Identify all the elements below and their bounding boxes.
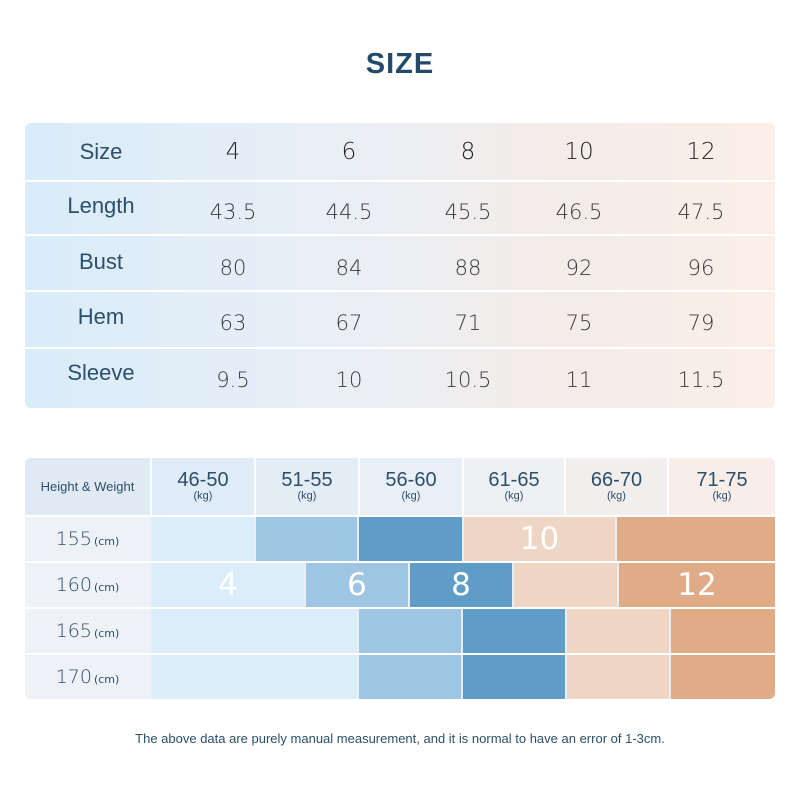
height-row-label: 165 (cm) — [25, 609, 150, 653]
height-row-label: 160 (cm) — [25, 563, 150, 607]
table-cell: 10.5 — [444, 368, 492, 392]
size-band-10 — [567, 655, 669, 699]
height-value: 160 — [55, 574, 92, 596]
size-band-label: 12 — [677, 567, 717, 603]
weight-unit: (kg) — [607, 490, 626, 502]
table-cell: 9.5 — [216, 368, 250, 392]
row-label-hem: Hem — [77, 303, 125, 329]
height-value: 165 — [55, 620, 92, 642]
size-band-8: 8 — [410, 563, 512, 607]
table-cell: 92 — [565, 256, 593, 280]
size-col-6: 6 — [341, 138, 357, 165]
height-row-label: 170 (cm) — [25, 655, 150, 699]
measurement-note: The above data are purely manual measure… — [135, 731, 665, 746]
size-band-8 — [463, 655, 565, 699]
row-label-sleeve: Sleeve — [67, 359, 135, 385]
size-band-label: 8 — [451, 567, 471, 603]
page-title: SIZE — [365, 48, 435, 80]
weight-col-header: 46-50 (kg) — [152, 458, 254, 515]
weight-unit: (kg) — [401, 490, 421, 502]
weight-range: 56-60 — [385, 469, 437, 491]
table-cell: 44.5 — [325, 200, 373, 224]
size-band-8 — [359, 517, 462, 561]
size-band-10: 10 — [464, 517, 615, 561]
size-band-4 — [152, 655, 357, 699]
size-band-12 — [671, 609, 775, 653]
weight-range: 46-50 — [177, 469, 229, 491]
size-band-label: 6 — [347, 567, 367, 603]
size-col-8: 8 — [460, 138, 476, 165]
table-cell: 96 — [687, 256, 715, 280]
size-header-row: Size 4 6 8 10 12 — [25, 123, 775, 180]
size-band-4: 4 — [152, 563, 304, 607]
size-band-6 — [359, 609, 461, 653]
row-label-length: Length — [67, 193, 135, 218]
size-band-4 — [152, 517, 254, 561]
height-weight-corner-label: Height & Weight — [25, 458, 150, 515]
table-cell: 84 — [335, 256, 363, 280]
table-cell: 45.5 — [444, 200, 492, 224]
height-weight-table: Height & Weight 46-50 (kg) 51-55 (kg) 56… — [25, 458, 775, 699]
row-label-bust: Bust — [78, 249, 124, 274]
size-header-label: Size — [79, 138, 123, 164]
table-cell: 46.5 — [555, 200, 603, 224]
table-cell: 79 — [687, 311, 715, 335]
table-cell: 47.5 — [677, 200, 725, 224]
size-band-10 — [514, 563, 617, 607]
table-cell: 11 — [565, 368, 593, 392]
size-col-12: 12 — [686, 138, 716, 165]
size-band-6 — [359, 655, 461, 699]
height-value: 155 — [55, 528, 92, 550]
table-row: Sleeve 9.5 10 10.5 11 11.5 — [25, 347, 775, 408]
size-band-12: 12 — [619, 563, 775, 607]
table-row: Bust 80 84 88 92 96 — [25, 234, 775, 292]
weight-col-header: 71-75 (kg) — [669, 458, 775, 515]
table-cell: 88 — [454, 256, 482, 280]
table-cell: 80 — [219, 256, 247, 280]
height-value: 170 — [55, 666, 92, 688]
weight-col-header: 66-70 (kg) — [566, 458, 667, 515]
size-col-10: 10 — [564, 138, 594, 165]
weight-range: 71-75 — [696, 469, 748, 491]
size-band-10 — [567, 609, 669, 653]
height-unit: (cm) — [93, 535, 120, 548]
weight-unit: (kg) — [193, 490, 213, 502]
weight-range: 51-55 — [281, 469, 333, 491]
table-row: Length 43.5 44.5 45.5 46.5 47.5 — [25, 180, 775, 236]
size-band-12 — [671, 655, 775, 699]
size-chart-table: Size 4 6 8 10 12 Length 43.5 44.5 45.5 4… — [25, 123, 775, 408]
weight-range: 66-70 — [590, 469, 643, 491]
weight-col-header: 56-60 (kg) — [360, 458, 462, 515]
size-band-12 — [617, 517, 775, 561]
weight-range: 61-65 — [488, 469, 540, 491]
table-cell: 43.5 — [209, 200, 257, 224]
table-cell: 71 — [454, 311, 482, 335]
table-cell: 11.5 — [677, 368, 725, 392]
weight-unit: (kg) — [504, 490, 524, 502]
size-band-label: 4 — [218, 567, 238, 603]
table-cell: 63 — [219, 311, 247, 335]
weight-col-header: 51-55 (kg) — [256, 458, 358, 515]
weight-col-header: 61-65 (kg) — [464, 458, 564, 515]
size-col-4: 4 — [225, 138, 241, 165]
table-cell: 10 — [335, 368, 363, 392]
size-band-label: 10 — [519, 521, 560, 557]
size-band-8 — [463, 609, 565, 653]
table-cell: 75 — [565, 311, 593, 335]
size-band-6 — [256, 517, 357, 561]
height-unit: (cm) — [93, 581, 120, 594]
height-unit: (cm) — [93, 627, 120, 640]
size-band-6: 6 — [306, 563, 408, 607]
height-unit: (cm) — [93, 673, 120, 686]
table-row: Hem 63 67 71 75 79 — [25, 290, 775, 347]
size-band-4 — [152, 609, 357, 653]
table-cell: 67 — [335, 311, 363, 335]
weight-unit: (kg) — [712, 490, 732, 502]
weight-unit: (kg) — [297, 490, 317, 502]
height-row-label: 155 (cm) — [25, 517, 150, 561]
